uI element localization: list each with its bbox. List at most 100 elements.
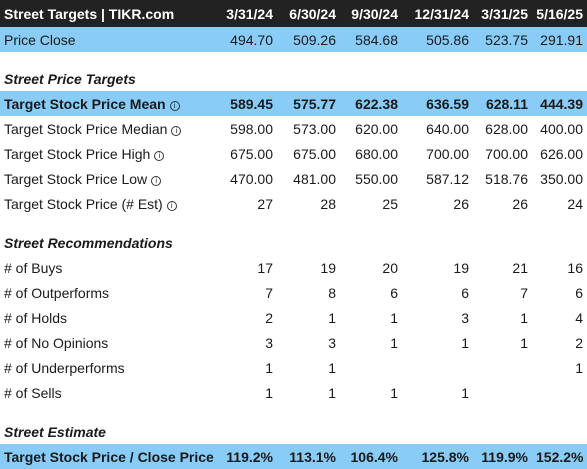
section-title: Street Price Targets [4,70,136,87]
cell-value: 26 [453,195,469,212]
cell-value: 481.00 [293,170,336,187]
cell-value: 470.00 [230,170,273,187]
cell-value: 19 [453,259,469,276]
info-icon[interactable]: i [171,125,182,136]
row-label: Target Stock Price Low i [0,166,215,191]
cell-value: 1 [328,309,336,326]
cell-value: 700.00 [426,145,469,162]
cell-value: 1 [328,359,336,376]
cell-value: 598.00 [230,120,273,137]
period-header[interactable]: 6/30/24 [289,5,336,22]
cell-value [402,355,473,380]
cell-value: 550.00 [355,170,398,187]
cell-value [473,355,532,380]
cell-value: 640.00 [426,120,469,137]
info-icon[interactable]: i [154,150,165,161]
table-row: # of Sells 1 1 1 1 [0,380,587,405]
table-row: Target Stock Price (# Est) i 27 28 25 26 … [0,191,587,216]
period-header[interactable]: 12/31/24 [414,5,470,22]
row-label: Target Stock Price Mean i [0,91,215,116]
cell-value: 505.86 [426,31,469,48]
cell-value: 400.00 [540,120,583,137]
period-header[interactable]: 3/31/25 [481,5,528,22]
table-row: Target Stock Price High i 675.00 675.00 6… [0,141,587,166]
table-row: Target Stock Price Median i 598.00 573.00… [0,116,587,141]
cell-value: 6 [390,284,398,301]
table-title: Street Targets | TIKR.com [4,5,175,22]
cell-value: 119.2% [226,448,273,465]
cell-value: 675.00 [293,145,336,162]
row-label: Target Stock Price High i [0,141,215,166]
cell-value: 1 [390,384,398,401]
cell-value: 680.00 [355,145,398,162]
cell-value: 113.1% [289,448,336,465]
cell-value: 620.00 [355,120,398,137]
spacer [0,216,587,228]
cell-value [340,355,402,380]
row-label: # of Holds [4,309,68,326]
period-header[interactable]: 5/16/25 [536,5,583,22]
cell-value: 24 [567,195,583,212]
header-row: Street Targets | TIKR.com 3/31/24 6/30/2… [0,0,587,27]
cell-value: 626.00 [540,145,583,162]
row-label: Target Stock Price (# Est) i [0,191,215,216]
cell-value: 509.26 [293,31,336,48]
cell-value: 628.00 [485,120,528,137]
spacer [0,52,587,64]
table-row: # of Holds 2 1 1 3 1 4 [0,305,587,330]
cell-value: 589.45 [230,95,273,112]
cell-value: 16 [567,259,583,276]
cell-value: 2 [265,309,273,326]
cell-value: 291.91 [540,31,583,48]
info-icon[interactable]: i [151,175,162,186]
cell-value: 1 [390,309,398,326]
cell-value: 106.4% [350,448,398,465]
cell-value [473,380,532,405]
table-row: # of No Opinions 3 3 1 1 1 2 [0,330,587,355]
row-label: # of No Opinions [4,334,109,351]
cell-value: 7 [520,284,528,301]
cell-value: 573.00 [293,120,336,137]
cell-value [532,380,587,405]
cell-value: 1 [520,309,528,326]
cell-value: 8 [328,284,336,301]
cell-value: 675.00 [230,145,273,162]
cell-value: 2 [575,334,583,351]
cell-value: 119.9% [481,448,528,465]
cell-value: 6 [461,284,469,301]
cell-value: 1 [328,384,336,401]
info-icon[interactable]: i [166,200,177,211]
info-icon[interactable]: i [169,100,180,111]
table-row: Target Stock Price Mean i 589.45 575.77 6… [0,91,587,116]
row-label: # of Outperforms [4,284,110,301]
row-label: Target Stock Price Median i [0,116,215,141]
cell-value: 1 [461,384,469,401]
cell-value: 1 [520,334,528,351]
cell-value: 700.00 [485,145,528,162]
cell-value: 444.39 [540,95,583,112]
cell-value: 6 [575,284,583,301]
cell-value: 587.12 [426,170,469,187]
section-header-estimate: Street Estimate [0,417,587,444]
period-header[interactable]: 3/31/24 [226,5,273,22]
cell-value: 27 [257,195,273,212]
period-header[interactable]: 9/30/24 [351,5,398,22]
table-row: # of Underperforms 1 1 1 [0,355,587,380]
cell-value: 28 [320,195,336,212]
section-header-price-targets: Street Price Targets [0,64,587,91]
cell-value: 1 [265,384,273,401]
price-close-row: Price Close 494.70 509.26 584.68 505.86 … [0,27,587,52]
cell-value: 3 [328,334,336,351]
cell-value: 4 [575,309,583,326]
section-header-recommendations: Street Recommendations [0,228,587,255]
cell-value: 21 [512,259,528,276]
cell-value: 3 [461,309,469,326]
cell-value: 3 [265,334,273,351]
cell-value: 575.77 [293,95,336,112]
row-label: Price Close [4,31,76,48]
cell-value: 125.8% [421,448,469,465]
cell-value: 25 [382,195,398,212]
section-title: Street Estimate [4,423,106,440]
spacer [0,405,587,417]
